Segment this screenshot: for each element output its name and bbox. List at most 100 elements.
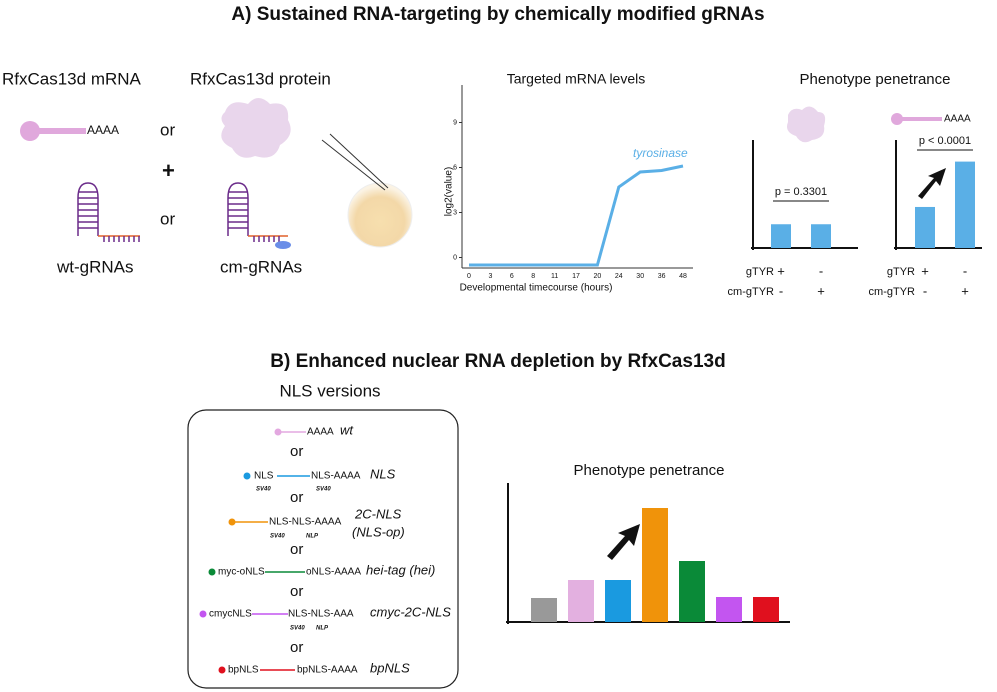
construct-part: bpNLS: [228, 665, 259, 676]
x-tick-label: 8: [531, 273, 535, 280]
row-cell: +: [817, 283, 825, 298]
construct-sub: SV40: [270, 534, 285, 540]
x-tick-label: 24: [615, 273, 623, 280]
construct-part: AAAA: [307, 427, 334, 438]
plus: +: [162, 158, 175, 183]
construct-name: 2C-NLS: [354, 506, 402, 521]
bar: [642, 508, 668, 622]
construct: cmycNLS NLS-NLS-AAA SV40 NLP cmyc-2C-NLS: [199, 604, 451, 632]
row-label: cm-gTYR: [728, 286, 775, 298]
construct-part: NLS-NLS-AAA: [288, 609, 354, 620]
construct: bpNLS bpNLS-AAAA bpNLS: [218, 660, 410, 676]
construct: NLS-NLS-AAAA SV40 NLP 2C-NLS (NLS-op): [228, 506, 405, 540]
construct-name: wt: [340, 422, 354, 437]
construct-part: oNLS-AAAA: [306, 567, 361, 578]
construct-sub: NLP: [306, 534, 319, 540]
cm-grna-label: cm-gRNAs: [220, 257, 302, 276]
p-value: p < 0.0001: [919, 135, 971, 147]
series-label: tyrosinase: [633, 146, 688, 160]
construct-part: NLS-NLS-AAAA: [269, 517, 342, 528]
row-cell: -: [923, 283, 927, 298]
x-axis-label: Developmental timecourse (hours): [460, 283, 613, 294]
row-label: cm-gTYR: [869, 286, 916, 298]
arrow: [607, 524, 640, 560]
construct-sub: SV40: [316, 487, 331, 493]
protein-label: RfxCas13d protein: [190, 69, 331, 88]
construct-name: cmyc-2C-NLS: [370, 604, 451, 619]
or: or: [290, 583, 303, 600]
row-cell: +: [921, 263, 929, 278]
nls-title: NLS versions: [279, 381, 380, 400]
y-tick-label: 3: [453, 209, 457, 216]
protein-icon: [221, 98, 291, 158]
construct-part: myc-oNLS: [218, 567, 265, 578]
row-label: gTYR: [887, 266, 915, 278]
bar: [605, 580, 631, 622]
panel-a-title: A) Sustained RNA-targeting by chemically…: [231, 4, 764, 25]
bar: [915, 206, 935, 248]
mrna-label: RfxCas13d mRNA: [2, 69, 142, 88]
bar-chart: Phenotype penetrance: [506, 462, 790, 624]
protein-icon: [787, 106, 826, 143]
row-cell: +: [777, 263, 785, 278]
construct-name: bpNLS: [370, 660, 410, 675]
bar: [716, 597, 742, 622]
bar: [955, 161, 975, 248]
construct-sub: NLP: [316, 626, 329, 632]
construct-part: bpNLS-AAAA: [297, 665, 358, 676]
x-tick-label: 30: [636, 273, 644, 280]
p-value: p = 0.3301: [775, 186, 827, 198]
x-tick-label: 6: [510, 273, 514, 280]
y-axis-label: log2(value): [444, 167, 455, 216]
construct: NLS NLS-AAAA SV40 SV40 NLS: [243, 466, 396, 493]
construct-name: hei-tag (hei): [366, 562, 435, 577]
or: or: [160, 209, 175, 228]
polya: AAAA: [87, 123, 119, 137]
or: or: [290, 639, 303, 656]
mrna-icon: [891, 113, 942, 125]
x-tick-label: 48: [679, 273, 687, 280]
construct-part: cmycNLS: [209, 609, 252, 620]
row-cell: +: [961, 283, 969, 298]
bar: [753, 597, 779, 622]
line: [469, 164, 684, 267]
construct-part: NLS-AAAA: [311, 471, 361, 482]
panel-b-title: B) Enhanced nuclear RNA depletion by Rfx…: [270, 351, 725, 372]
wt-grna-label: wt-gRNAs: [56, 257, 134, 276]
y-tick-label: 6: [453, 164, 457, 171]
construct-name: NLS: [370, 466, 396, 481]
wt-grna-icon: [77, 182, 140, 242]
mrna-icon: [20, 121, 86, 141]
construct-alias: (NLS-op): [352, 524, 405, 539]
bar: [679, 561, 705, 622]
x-tick-label: 3: [488, 273, 492, 280]
y-tick-label: 0: [453, 254, 457, 261]
x-tick-label: 0: [467, 273, 471, 280]
bar: [771, 224, 791, 248]
construct: AAAA wt: [274, 422, 354, 438]
construct: myc-oNLS oNLS-AAAA hei-tag (hei): [208, 562, 435, 578]
construct-part: NLS: [254, 471, 274, 482]
bar: [811, 224, 831, 248]
or: or: [290, 443, 303, 460]
bar: [568, 580, 594, 622]
construct-sub: SV40: [290, 626, 305, 632]
polya: AAAA: [944, 114, 971, 125]
x-tick-label: 17: [572, 273, 580, 280]
chart-title: Targeted mRNA levels: [507, 71, 646, 87]
or: or: [290, 541, 303, 558]
line-chart: Targeted mRNA levels Developmental timeco…: [444, 71, 693, 294]
cm-grna-icon: [227, 182, 291, 249]
row-label: gTYR: [746, 266, 774, 278]
embryo-injection: [321, 133, 413, 248]
row-cell: -: [963, 263, 967, 278]
x-tick-label: 11: [551, 273, 558, 280]
x-tick-label: 36: [658, 273, 666, 280]
bar: [531, 598, 557, 622]
row-cell: -: [779, 283, 783, 298]
or: or: [290, 489, 303, 506]
row-cell: -: [819, 263, 823, 278]
y-tick-label: 9: [453, 119, 457, 126]
